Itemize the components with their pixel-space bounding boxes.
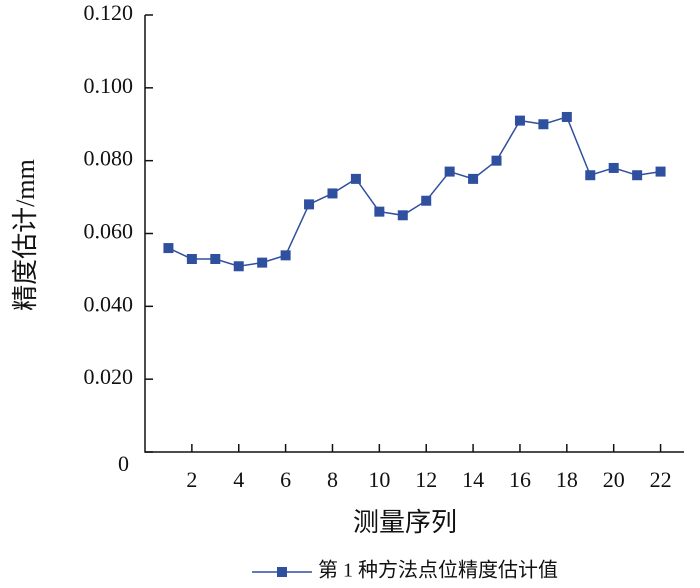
axes xyxy=(144,15,684,453)
y-tick-label: 0.080 xyxy=(84,146,134,171)
point xyxy=(585,170,596,181)
point xyxy=(632,170,643,181)
point xyxy=(655,166,666,177)
point xyxy=(374,206,385,217)
legend-marker xyxy=(277,567,287,577)
x-tick-label: 4 xyxy=(233,467,244,492)
point xyxy=(163,243,174,254)
point xyxy=(186,253,197,264)
y-tick-label: 0.100 xyxy=(84,73,134,98)
point xyxy=(514,115,525,126)
x-axis-label: 测量序列 xyxy=(353,508,457,537)
point xyxy=(538,119,549,130)
x-tick-label: 12 xyxy=(415,467,437,492)
x-tick-label: 2 xyxy=(186,467,197,492)
point xyxy=(304,199,315,210)
point xyxy=(280,250,291,261)
legend-label: 第 1 种方法点位精度估计值 xyxy=(318,559,558,582)
y-tick-label: 0 xyxy=(118,451,129,476)
point xyxy=(233,261,244,272)
y-tick-label: 0.040 xyxy=(84,291,134,316)
x-tick-label: 16 xyxy=(509,467,531,492)
point xyxy=(421,195,432,206)
y-tick-label: 0.020 xyxy=(84,364,134,389)
point xyxy=(444,166,455,177)
point xyxy=(257,257,268,268)
series-line xyxy=(168,116,661,268)
x-tick-label: 6 xyxy=(280,467,291,492)
x-tick-label: 14 xyxy=(462,467,484,492)
point xyxy=(210,253,221,264)
point xyxy=(468,173,479,184)
x-tick-label: 10 xyxy=(368,467,390,492)
point xyxy=(397,210,408,221)
x-tick-label: 20 xyxy=(603,467,625,492)
x-tick-label: 22 xyxy=(650,467,672,492)
point xyxy=(350,173,361,184)
point xyxy=(491,155,502,166)
point xyxy=(608,162,619,173)
x-tick-label: 18 xyxy=(556,467,578,492)
y-tick-label: 0.060 xyxy=(84,219,134,244)
point xyxy=(561,111,572,122)
y-axis-label: 精度估计/mm xyxy=(11,159,40,311)
x-tick-label: 8 xyxy=(327,467,338,492)
y-tick-label: 0.120 xyxy=(84,0,134,25)
point xyxy=(327,188,338,199)
